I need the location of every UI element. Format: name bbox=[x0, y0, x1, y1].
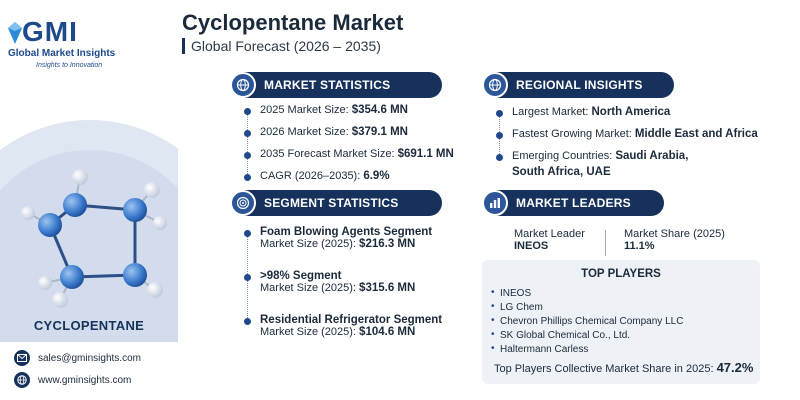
logo-mark: GMI bbox=[22, 16, 78, 47]
hydrogen-atom bbox=[52, 292, 68, 308]
contact-website[interactable]: www.gminsights.com bbox=[14, 372, 131, 388]
market-leader-value: INEOS bbox=[514, 240, 549, 252]
globe-icon bbox=[482, 72, 508, 98]
cyclopentane-molecule-illustration bbox=[21, 169, 167, 308]
market-leader-label: Market Leader bbox=[514, 228, 585, 240]
website-text: www.gminsights.com bbox=[38, 374, 132, 386]
regional-insights-heading: REGIONAL INSIGHTS bbox=[482, 72, 674, 98]
market-statistics-label: MARKET STATISTICS bbox=[264, 78, 391, 92]
globe-icon bbox=[14, 372, 30, 388]
email-text: sales@gminsights.com bbox=[38, 352, 141, 364]
segment-item: Residential Refrigerator Segment Market … bbox=[244, 314, 442, 358]
market-leaders-heading: MARKET LEADERS bbox=[482, 190, 664, 216]
carbon-atom bbox=[38, 213, 62, 237]
hydrogen-atom bbox=[21, 206, 35, 220]
logo-name: Global Market Insights bbox=[8, 48, 116, 59]
list-item: INEOS bbox=[491, 287, 531, 299]
regional-insights-list: Largest Market: North America Fastest Gr… bbox=[496, 106, 758, 182]
region-row: Emerging Countries: Saudi Arabia, bbox=[496, 150, 758, 166]
market-statistics-heading: MARKET STATISTICS bbox=[230, 72, 442, 98]
segment-statistics-label: SEGMENT STATISTICS bbox=[264, 196, 399, 210]
hydrogen-atom bbox=[72, 169, 88, 185]
list-item: Haltermann Carless bbox=[491, 343, 588, 355]
carbon-atom bbox=[63, 193, 87, 217]
hydrogen-atom bbox=[147, 282, 163, 298]
logo-tagline: Insights to Innovation bbox=[36, 62, 103, 69]
market-statistics-list: 2025 Market Size: $354.6 MN 2026 Market … bbox=[244, 104, 454, 192]
market-share-label: Market Share (2025) bbox=[624, 228, 725, 240]
region-row: Fastest Growing Market: Middle East and … bbox=[496, 128, 758, 150]
collective-share: Top Players Collective Market Share in 2… bbox=[494, 360, 754, 375]
subtitle-row: Global Forecast (2026 – 2035) bbox=[182, 38, 782, 54]
left-panel: GMI Global Market Insights Insights to I… bbox=[0, 0, 178, 400]
market-share-value: 11.1% bbox=[624, 240, 655, 252]
hydrogen-atom bbox=[144, 182, 160, 198]
region-row: Largest Market: North America bbox=[496, 106, 758, 128]
header: Cyclopentane Market Global Forecast (202… bbox=[182, 10, 782, 54]
market-leader-col: Market Leader INEOS bbox=[514, 228, 585, 252]
segment-item: >98% Segment Market Size (2025): $315.6 … bbox=[244, 270, 442, 314]
regional-insights-label: REGIONAL INSIGHTS bbox=[516, 78, 643, 92]
subtitle-accent-bar bbox=[182, 38, 185, 54]
logo-gem-icon bbox=[8, 22, 22, 44]
contact-email[interactable]: sales@gminsights.com bbox=[14, 350, 141, 366]
carbon-atom bbox=[123, 263, 147, 287]
stat-connector-line bbox=[247, 108, 248, 174]
contact-bar: sales@gminsights.com www.gminsights.com bbox=[0, 342, 178, 400]
page-title: Cyclopentane Market bbox=[182, 10, 404, 35]
hydrogen-atom bbox=[38, 276, 52, 290]
segment-statistics-heading: SEGMENT STATISTICS bbox=[230, 190, 442, 216]
page-subtitle: Global Forecast (2026 – 2035) bbox=[191, 38, 381, 54]
stat-row: CAGR (2026–2035): 6.9% bbox=[244, 170, 454, 192]
bar-chart-icon bbox=[482, 190, 508, 216]
market-leaders-label: MARKET LEADERS bbox=[516, 196, 631, 210]
list-item: SK Global Chemical Co., Ltd. bbox=[491, 329, 630, 341]
stat-row: 2035 Forecast Market Size: $691.1 MN bbox=[244, 148, 454, 170]
target-icon bbox=[230, 190, 256, 216]
globe-chart-icon bbox=[230, 72, 256, 98]
top-players-title: TOP PLAYERS bbox=[581, 268, 661, 280]
product-label: CYCLOPENTANE bbox=[33, 318, 145, 333]
segment-item: Foam Blowing Agents Segment Market Size … bbox=[244, 226, 442, 270]
top-players-panel: TOP PLAYERS INEOS LG Chem Chevron Philli… bbox=[482, 260, 760, 384]
gmi-logo[interactable]: GMI Global Market Insights Insights to I… bbox=[8, 16, 158, 88]
region-row-continued: South Africa, UAE bbox=[512, 166, 611, 178]
carbon-atom bbox=[60, 265, 84, 289]
hydrogen-atom bbox=[153, 216, 167, 230]
email-icon bbox=[14, 350, 30, 366]
carbon-atom bbox=[123, 198, 147, 222]
leader-divider bbox=[605, 230, 606, 256]
market-share-col: Market Share (2025) 11.1% bbox=[624, 228, 725, 252]
stat-row: 2025 Market Size: $354.6 MN bbox=[244, 104, 454, 126]
list-item: Chevron Phillips Chemical Company LLC bbox=[491, 315, 683, 327]
list-item: LG Chem bbox=[491, 301, 543, 313]
segment-statistics-list: Foam Blowing Agents Segment Market Size … bbox=[244, 226, 442, 358]
stat-row: 2026 Market Size: $379.1 MN bbox=[244, 126, 454, 148]
